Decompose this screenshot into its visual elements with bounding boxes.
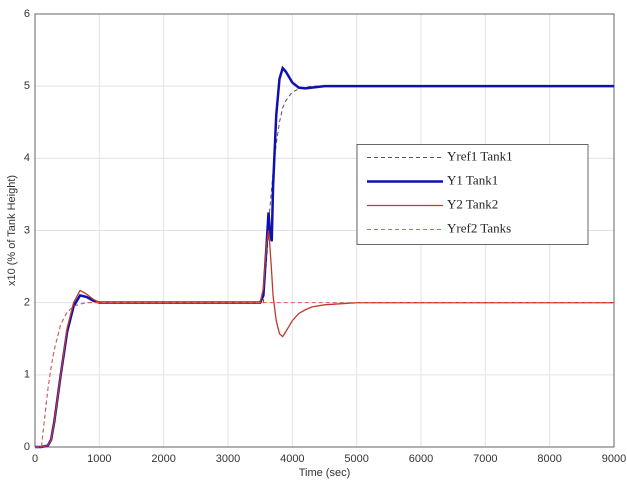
x-tick-label: 6000	[409, 453, 433, 465]
y-axis-label: x10 (% of Tank Height)	[6, 175, 18, 286]
y-tick-label: 0	[24, 441, 30, 453]
x-tick-label: 2000	[151, 453, 175, 465]
y-tick-label: 3	[24, 224, 30, 236]
x-axis-label: Time (sec)	[299, 467, 351, 479]
y-tick-label: 5	[24, 80, 30, 92]
x-tick-label: 5000	[344, 453, 368, 465]
x-tick-label: 4000	[280, 453, 304, 465]
legend-label: Y2 Tank2	[447, 196, 498, 211]
x-tick-label: 0	[32, 453, 38, 465]
legend-box	[356, 144, 589, 245]
y-tick-label: 1	[24, 369, 30, 381]
x-tick-label: 7000	[473, 453, 497, 465]
x-tick-label: 1000	[87, 453, 111, 465]
series-line	[35, 230, 614, 448]
y-tick-label: 2	[24, 297, 30, 309]
legend-label: Y1 Tank1	[447, 172, 498, 187]
y-tick-label: 4	[24, 152, 30, 164]
legend-label: Yref2 Tanks	[447, 220, 511, 235]
y-tick-label: 6	[24, 8, 30, 20]
x-tick-label: 8000	[537, 453, 561, 465]
legend-label: Yref1 Tank1	[447, 148, 513, 163]
legend: Yref1 Tank1 Y1 Tank1 Y2 Tank2 Yref2 Tanks	[356, 144, 589, 245]
x-tick-label: 3000	[216, 453, 240, 465]
x-tick-label: 9000	[602, 453, 626, 465]
series-line	[35, 302, 614, 448]
axes-box	[34, 13, 615, 448]
